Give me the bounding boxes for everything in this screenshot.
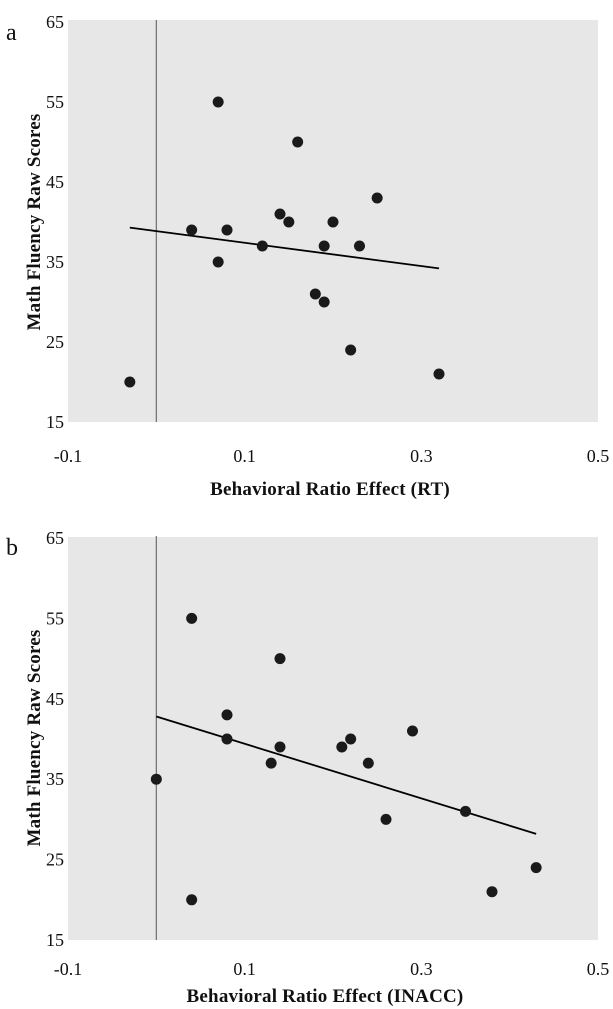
panel-a-data-point (345, 344, 357, 356)
panel-b-x-tick-label: 0.1 (233, 959, 256, 979)
panel-b-points (150, 612, 542, 906)
panel-b-data-point (221, 709, 233, 721)
panel-b-data-point (362, 757, 374, 769)
panel-a-letter: a (6, 20, 17, 46)
panel-a-y-ticks: 15 25 35 45 55 65 (46, 12, 64, 432)
panel-a-y-tick-label: 35 (46, 252, 64, 272)
panel-a-y-tick-label: 65 (46, 12, 64, 32)
panel-a-x-ticks: -0.1 0.1 0.3 0.5 (54, 446, 610, 466)
panel-b-x-tick-label: 0.5 (587, 959, 610, 979)
panel-b-plot-area (68, 537, 598, 940)
panel-b-data-point (336, 741, 348, 753)
panel-b-y-tick-label: 65 (46, 528, 64, 548)
panel-a-y-tick-label: 45 (46, 172, 64, 192)
panel-a-data-point (186, 224, 198, 236)
panel-b-x-ticks: -0.1 0.1 0.3 0.5 (54, 959, 610, 979)
panel-a-data-point (292, 136, 304, 148)
panel-b-trendline (156, 715, 537, 835)
panel-b-y-tick-label: 25 (46, 850, 64, 870)
panel-a-y-tick-label: 55 (46, 92, 64, 112)
panel-a-data-point (212, 256, 224, 268)
panel-a-x-tick-label: -0.1 (54, 446, 83, 466)
panel-b-data-point (186, 612, 198, 624)
panel-b-data-point (345, 733, 357, 745)
panel-a-data-point (274, 208, 286, 220)
panel-a-data-point (212, 96, 224, 108)
panel-a-trendline (129, 226, 440, 270)
panel-b-data-point (221, 733, 233, 745)
panel-b-data-point (407, 725, 418, 737)
panel-b-y-tick-label: 15 (46, 930, 64, 950)
panel-a-data-point (371, 192, 383, 204)
panel-b-x-axis-label: Behavioral Ratio Effect (INACC) (187, 986, 464, 1007)
panel-b-chart: b 15 25 35 45 55 65 -0.1 0.1 0.3 0.5 Behavioral … (6, 528, 609, 1007)
panel-a-data-point (354, 240, 365, 252)
panel-b-y-ticks: 15 25 35 45 55 65 (46, 528, 64, 950)
panel-a-data-point (221, 224, 233, 236)
panel-b-y-tick-label: 45 (46, 689, 64, 709)
panel-a-data-point (309, 288, 321, 300)
panel-a-y-tick-label: 25 (46, 332, 64, 352)
panel-a-data-point (318, 240, 330, 252)
panel-b-y-tick-label: 55 (46, 608, 64, 628)
panel-a-x-tick-label: 0.5 (587, 446, 610, 466)
panel-b-data-point (274, 741, 286, 753)
panel-b-data-point (150, 773, 162, 785)
panel-b-letter: b (6, 535, 18, 561)
panel-a-y-tick-label: 15 (46, 412, 64, 432)
panel-b-data-point (486, 886, 498, 898)
panel-b-data-point (380, 813, 392, 825)
panel-b-data-point (186, 894, 198, 906)
panel-b-x-tick-label: -0.1 (54, 959, 83, 979)
panel-a-data-point (433, 368, 445, 380)
panel-a-data-point (327, 216, 339, 228)
panel-a-data-point (256, 240, 268, 252)
panel-a-chart: a 15 25 35 45 55 65 -0.1 0.1 0.3 0.5 Behavioral … (6, 12, 609, 500)
panel-b-y-axis-label: Math Fluency Raw Scores (24, 630, 45, 847)
panel-b-x-tick-label: 0.3 (410, 959, 433, 979)
panel-a-x-tick-label: 0.1 (233, 446, 256, 466)
panel-a-y-axis-label: Math Fluency Raw Scores (24, 114, 45, 331)
panel-b-data-point (460, 805, 471, 817)
panel-b-data-point (530, 862, 542, 874)
panel-b-data-point (274, 653, 286, 665)
panel-a-data-point (318, 296, 330, 308)
panel-a-points (124, 96, 445, 388)
panel-a-x-tick-label: 0.3 (410, 446, 433, 466)
panel-b-data-point (265, 757, 277, 769)
panel-b-y-tick-label: 35 (46, 769, 64, 789)
panel-a-x-axis-label: Behavioral Ratio Effect (RT) (210, 479, 450, 500)
panel-a-data-point (283, 216, 295, 228)
panel-a-data-point (124, 376, 136, 388)
